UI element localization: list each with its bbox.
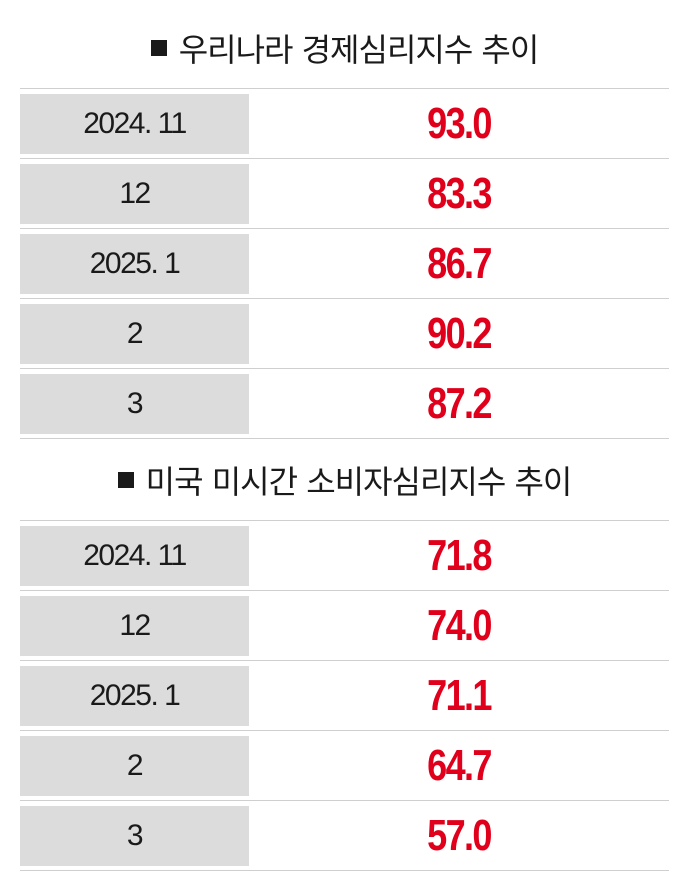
section-title: 우리나라 경제심리지수 추이 [20,8,669,88]
table-row: 2025. 1 71.1 [20,661,669,731]
square-bullet-icon [117,472,134,488]
period-label: 12 [20,595,249,656]
index-value: 74.0 [427,600,492,650]
index-value: 57.0 [427,810,492,860]
period-label: 12 [20,163,249,224]
korea-esi-section: 우리나라 경제심리지수 추이 2024. 11 93.0 12 83.3 202… [20,8,669,439]
table-row: 12 83.3 [20,159,669,229]
section-title-text: 미국 미시간 소비자심리지수 추이 [145,463,573,501]
period-label: 3 [20,373,249,434]
square-bullet-icon [150,40,167,56]
index-value: 87.2 [427,378,492,428]
index-value: 64.7 [427,740,492,790]
index-value: 71.8 [427,530,492,580]
period-label: 2025. 1 [20,665,249,726]
data-table: 2024. 11 71.8 12 74.0 2025. 1 71.1 2 64.… [20,520,669,871]
index-value: 71.1 [427,670,492,720]
us-michigan-csi-section: 미국 미시간 소비자심리지수 추이 2024. 11 71.8 12 74.0 … [20,440,669,871]
index-value: 83.3 [427,168,492,218]
period-label: 2024. 11 [20,93,249,154]
table-row: 2025. 1 86.7 [20,229,669,299]
index-value: 93.0 [427,98,492,148]
period-label: 3 [20,805,249,866]
data-table: 2024. 11 93.0 12 83.3 2025. 1 86.7 2 90.… [20,88,669,439]
table-row: 12 74.0 [20,591,669,661]
table-row: 2024. 11 71.8 [20,521,669,591]
period-label: 2025. 1 [20,233,249,294]
table-row: 2 64.7 [20,731,669,801]
section-title: 미국 미시간 소비자심리지수 추이 [20,440,669,520]
table-row: 2 90.2 [20,299,669,369]
table-row: 3 87.2 [20,369,669,439]
period-label: 2 [20,303,249,364]
index-value: 90.2 [427,308,492,358]
section-title-text: 우리나라 경제심리지수 추이 [178,31,540,69]
table-row: 3 57.0 [20,801,669,871]
period-label: 2024. 11 [20,525,249,586]
period-label: 2 [20,735,249,796]
table-row: 2024. 11 93.0 [20,89,669,159]
index-value: 86.7 [427,238,492,288]
